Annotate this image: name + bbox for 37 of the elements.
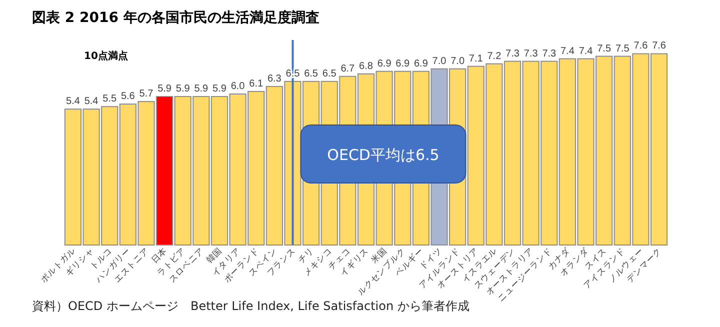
data-label: 7.2: [487, 50, 502, 62]
data-label: 7.4: [578, 46, 594, 57]
data-label: 5.6: [120, 91, 136, 102]
callout-box: OECD平均は6.5: [300, 124, 466, 184]
data-label: 6.9: [414, 58, 428, 70]
data-label: 6.9: [396, 58, 410, 70]
data-label: 6.8: [359, 60, 374, 72]
data-label: 7.6: [652, 40, 666, 52]
data-label: 7.5: [597, 43, 612, 54]
text: 資料）OECD ホームページ Better Life Index, Life Satisfaction から筆者作成: [32, 299, 470, 313]
data-label: 6.1: [249, 78, 264, 90]
data-label: 7.5: [615, 43, 630, 54]
data-label: 5.9: [176, 84, 190, 95]
data-label: 5.9: [194, 84, 209, 95]
data-label: 6.5: [322, 68, 337, 80]
data-label: 7.0: [432, 56, 447, 67]
chart-subtitle: 10点満点: [84, 50, 128, 62]
data-label: 6.9: [377, 58, 392, 70]
data-label: 7.3: [506, 48, 520, 60]
data-label: 5.4: [66, 96, 80, 108]
data-label: 5.5: [102, 94, 117, 105]
chart-title: 図表 2 2016 年の各国市民の生活満足度調査: [32, 9, 320, 26]
data-label: 6.5: [304, 68, 318, 80]
data-label: 7.0: [450, 56, 465, 67]
data-label: 7.3: [524, 48, 538, 60]
data-label: 6.0: [230, 81, 246, 92]
data-label: 6.7: [340, 63, 356, 74]
data-label: 7.1: [468, 53, 484, 64]
data-label: 5.9: [212, 84, 227, 95]
data-label: 5.4: [84, 96, 99, 108]
data-label: 5.9: [158, 84, 172, 95]
data-label: 7.4: [560, 46, 575, 57]
ref-line-label: OECD平均は6.5: [327, 146, 440, 164]
data-label: 6.3: [267, 73, 282, 84]
data-label: 7.3: [542, 48, 557, 60]
data-label: 5.7: [139, 88, 154, 100]
data-label: 7.6: [634, 40, 648, 52]
